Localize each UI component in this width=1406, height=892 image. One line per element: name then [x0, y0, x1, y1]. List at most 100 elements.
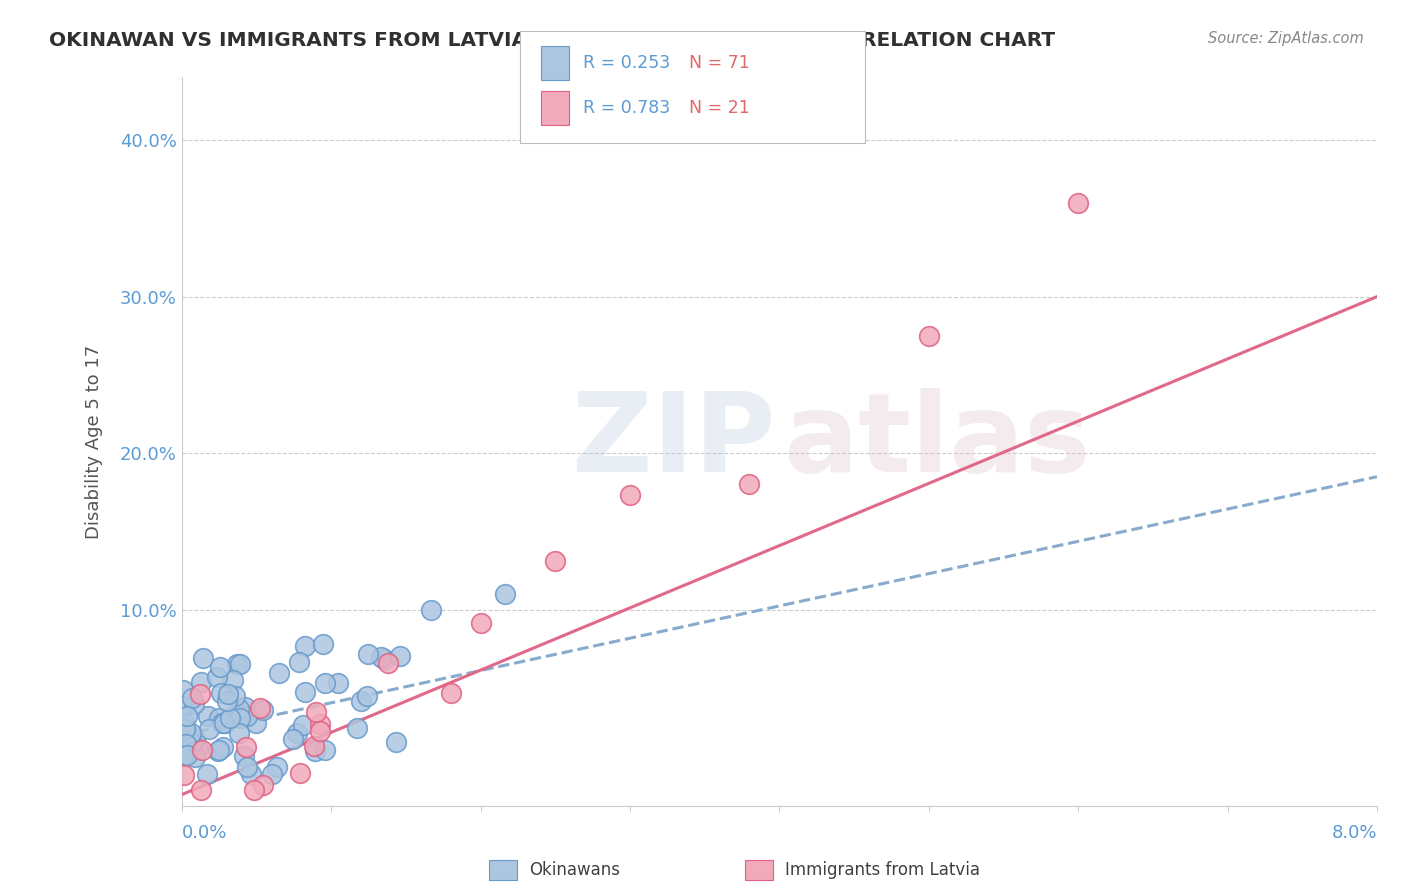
Point — [240, 767, 263, 781]
Point — [191, 650, 214, 665]
Point — [184, 731, 207, 746]
Point — [195, 767, 218, 781]
Point — [233, 700, 256, 714]
Text: N = 21: N = 21 — [689, 99, 749, 117]
Point — [440, 685, 463, 699]
Point — [294, 639, 316, 653]
Point — [309, 716, 332, 731]
Point — [174, 737, 197, 751]
Point — [314, 676, 336, 690]
Point — [308, 724, 330, 739]
Point — [235, 740, 257, 755]
Point — [288, 765, 311, 780]
Point — [225, 657, 247, 672]
Point — [236, 709, 259, 723]
Point — [494, 587, 516, 601]
Point — [918, 329, 941, 343]
Point — [212, 740, 235, 755]
Point — [197, 709, 219, 723]
Point — [214, 715, 236, 730]
Text: Okinawans: Okinawans — [529, 861, 620, 879]
Point — [619, 488, 641, 502]
Point — [357, 647, 380, 661]
Text: 0.0%: 0.0% — [181, 824, 228, 842]
Point — [172, 683, 194, 698]
Point — [209, 685, 232, 699]
Point — [191, 743, 214, 757]
Point — [187, 742, 209, 756]
Point — [252, 703, 274, 717]
Point — [190, 783, 212, 797]
Point — [370, 649, 392, 664]
Point — [326, 676, 349, 690]
Text: atlas: atlas — [783, 388, 1090, 495]
Point — [173, 768, 195, 782]
Point — [229, 657, 252, 671]
Point — [208, 742, 231, 756]
Point — [228, 726, 250, 740]
Point — [314, 743, 336, 757]
Point — [312, 637, 335, 651]
Point — [217, 687, 239, 701]
Y-axis label: Disability Age 5 to 17: Disability Age 5 to 17 — [86, 344, 103, 539]
Point — [267, 666, 290, 681]
Point — [214, 715, 236, 730]
Point — [243, 783, 266, 797]
Point — [1067, 195, 1090, 210]
Point — [217, 693, 239, 707]
Point — [222, 673, 245, 687]
Point — [302, 739, 325, 754]
Point — [385, 735, 408, 749]
Point — [208, 711, 231, 725]
Point — [188, 687, 211, 701]
Point — [183, 697, 205, 711]
Point — [245, 716, 267, 731]
Point — [305, 705, 328, 719]
Point — [419, 602, 441, 616]
Point — [224, 690, 246, 704]
Point — [544, 554, 567, 568]
Point — [349, 693, 371, 707]
Point — [180, 691, 202, 706]
Point — [233, 749, 256, 764]
Point — [176, 709, 198, 723]
Point — [373, 652, 395, 666]
Point — [172, 748, 194, 763]
Text: Immigrants from Latvia: Immigrants from Latvia — [785, 861, 980, 879]
Point — [249, 700, 271, 714]
Point — [304, 744, 326, 758]
Point — [211, 716, 233, 731]
Point — [180, 725, 202, 739]
Point — [173, 714, 195, 729]
Text: R = 0.253: R = 0.253 — [583, 54, 671, 72]
Point — [346, 722, 368, 736]
Point — [174, 723, 197, 737]
Point — [183, 749, 205, 764]
Point — [389, 648, 412, 663]
Point — [291, 718, 314, 732]
Text: R = 0.783: R = 0.783 — [583, 99, 671, 117]
Point — [285, 726, 308, 740]
Point — [170, 698, 193, 713]
Point — [190, 675, 212, 690]
Text: OKINAWAN VS IMMIGRANTS FROM LATVIA DISABILITY AGE 5 TO 17 CORRELATION CHART: OKINAWAN VS IMMIGRANTS FROM LATVIA DISAB… — [49, 31, 1056, 50]
Point — [294, 685, 316, 699]
Point — [356, 690, 378, 704]
Point — [205, 670, 228, 684]
Point — [236, 760, 259, 774]
Point — [377, 657, 399, 671]
Point — [252, 778, 274, 792]
Point — [281, 732, 304, 747]
Point — [208, 660, 231, 674]
Text: ZIP: ZIP — [572, 388, 776, 495]
Point — [470, 616, 492, 631]
Point — [738, 477, 761, 491]
Point — [228, 701, 250, 715]
Point — [207, 744, 229, 758]
Point — [198, 722, 221, 736]
Text: 8.0%: 8.0% — [1331, 824, 1376, 842]
Text: N = 71: N = 71 — [689, 54, 749, 72]
Point — [218, 711, 240, 725]
Point — [266, 760, 288, 774]
Point — [228, 711, 250, 725]
